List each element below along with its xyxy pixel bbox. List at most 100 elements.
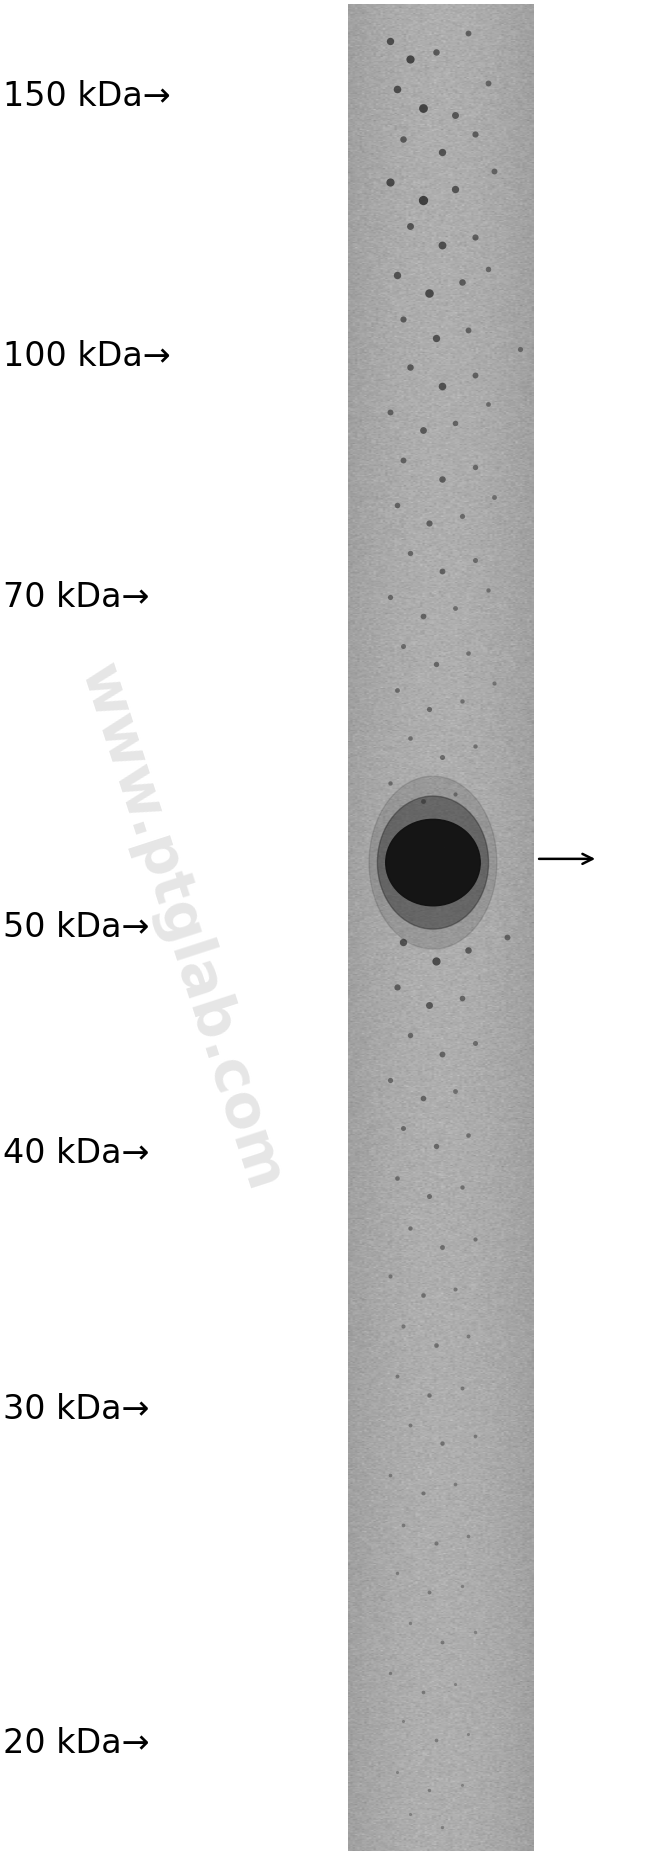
Point	[404, 538, 415, 568]
Point	[450, 174, 460, 204]
Point	[385, 582, 395, 612]
Point	[469, 223, 480, 252]
Point	[469, 119, 480, 148]
Point	[424, 508, 434, 538]
Point	[482, 575, 493, 605]
Point	[398, 304, 408, 334]
Point	[430, 1529, 441, 1558]
Point	[469, 731, 480, 761]
Point	[450, 779, 460, 809]
Point	[456, 1571, 467, 1601]
Point	[417, 601, 428, 631]
Point	[450, 1469, 460, 1499]
Point	[385, 1658, 395, 1688]
Point	[424, 1775, 434, 1805]
Point	[437, 556, 447, 586]
Point	[398, 1113, 408, 1143]
Point	[424, 278, 434, 308]
Point	[404, 1608, 415, 1638]
Point	[430, 649, 441, 679]
Point	[398, 124, 408, 154]
Text: 40 kDa→: 40 kDa→	[3, 1137, 150, 1171]
Point	[450, 100, 460, 130]
Point	[489, 156, 499, 186]
Point	[456, 686, 467, 716]
Point	[450, 408, 460, 438]
Point	[450, 1670, 460, 1699]
Point	[385, 1460, 395, 1490]
Point	[456, 501, 467, 531]
Point	[424, 1380, 434, 1410]
Point	[404, 1020, 415, 1050]
Point	[469, 1421, 480, 1451]
Point	[482, 390, 493, 419]
Point	[404, 1213, 415, 1243]
Point	[417, 1478, 428, 1508]
Point	[463, 935, 473, 965]
Point	[391, 1558, 402, 1588]
Point	[463, 1720, 473, 1749]
Point	[463, 1120, 473, 1150]
Point	[385, 397, 395, 427]
Point	[489, 668, 499, 697]
Point	[482, 254, 493, 284]
Point	[456, 267, 467, 297]
Point	[391, 1757, 402, 1786]
Point	[385, 1065, 395, 1094]
Point	[430, 1330, 441, 1360]
Point	[391, 490, 402, 519]
Point	[417, 186, 428, 215]
Text: 20 kDa→: 20 kDa→	[3, 1727, 150, 1760]
Point	[385, 768, 395, 798]
Point	[430, 1725, 441, 1755]
Point	[437, 1627, 447, 1657]
Point	[398, 1707, 408, 1736]
Point	[430, 1132, 441, 1161]
Point	[430, 323, 441, 352]
Point	[437, 742, 447, 772]
Point	[430, 946, 441, 976]
Point	[463, 315, 473, 345]
Point	[456, 1373, 467, 1402]
Point	[437, 1428, 447, 1458]
Point	[489, 482, 499, 512]
Text: 50 kDa→: 50 kDa→	[3, 911, 150, 944]
Point	[437, 1232, 447, 1261]
Point	[463, 1321, 473, 1350]
Text: 100 kDa→: 100 kDa→	[3, 339, 171, 373]
Point	[417, 1677, 428, 1707]
Point	[385, 1261, 395, 1291]
Point	[424, 1577, 434, 1606]
Point	[456, 983, 467, 1013]
Point	[398, 445, 408, 475]
Point	[398, 1311, 408, 1341]
Text: 30 kDa→: 30 kDa→	[3, 1393, 150, 1426]
Point	[398, 1510, 408, 1540]
Point	[417, 1280, 428, 1310]
Point	[398, 928, 408, 957]
Point	[398, 631, 408, 660]
Point	[437, 1039, 447, 1068]
Text: 70 kDa→: 70 kDa→	[3, 581, 150, 614]
Point	[417, 416, 428, 445]
Point	[391, 1362, 402, 1391]
Point	[391, 675, 402, 705]
Point	[437, 230, 447, 260]
Point	[469, 545, 480, 575]
Point	[430, 37, 441, 67]
Point	[391, 74, 402, 104]
Point	[469, 1224, 480, 1254]
Point	[437, 464, 447, 493]
Point	[424, 991, 434, 1020]
Point	[404, 352, 415, 382]
Point	[456, 1172, 467, 1202]
Point	[385, 167, 395, 197]
Point	[417, 787, 428, 816]
Point	[450, 1076, 460, 1106]
Ellipse shape	[369, 775, 497, 950]
Point	[417, 1083, 428, 1113]
Point	[437, 1812, 447, 1842]
Point	[469, 1028, 480, 1057]
Text: www.ptglab.com: www.ptglab.com	[69, 657, 293, 1198]
Point	[391, 1163, 402, 1193]
